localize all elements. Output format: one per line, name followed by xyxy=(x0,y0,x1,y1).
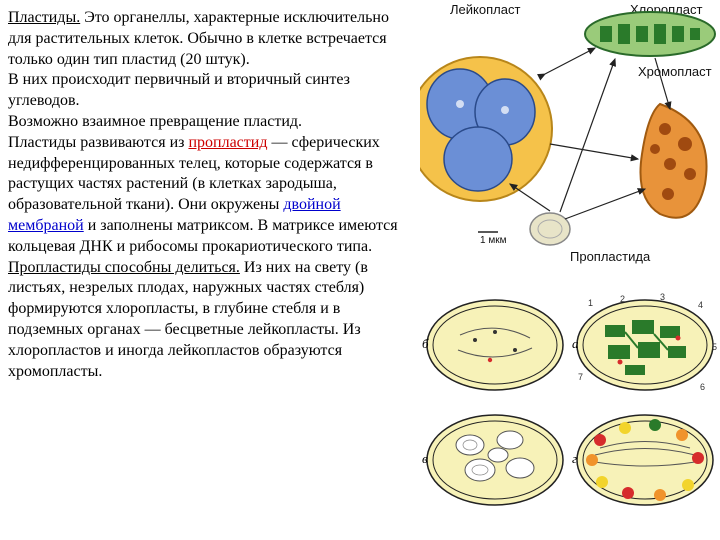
plastid-types-svg: б а xyxy=(420,290,718,535)
proplastid-shape xyxy=(530,213,570,245)
chromoplast-shape xyxy=(640,104,706,218)
svg-text:6: 6 xyxy=(700,382,705,392)
plastid-cycle-svg xyxy=(420,4,718,284)
chloroplast-shape xyxy=(585,12,715,56)
svg-text:2: 2 xyxy=(620,294,625,304)
svg-text:1: 1 xyxy=(588,298,593,308)
term-proplastid: пропластид xyxy=(188,134,267,151)
paragraph-4: Пластиды развиваются из пропластид — сфе… xyxy=(8,133,408,383)
paragraph-1: Пластиды. Это органеллы, характерные иск… xyxy=(8,8,408,70)
paragraph-2: В них происходит первичный и вторичный с… xyxy=(8,70,408,112)
term-plastids: Пластиды. xyxy=(8,9,80,26)
cell-b: б xyxy=(422,300,563,390)
cell-a: а xyxy=(572,300,713,390)
svg-text:б: б xyxy=(422,336,429,351)
svg-text:5: 5 xyxy=(712,342,717,352)
svg-text:7: 7 xyxy=(578,372,583,382)
svg-text:4: 4 xyxy=(698,300,703,310)
term-divide: Пропластиды способны делиться. xyxy=(8,259,240,276)
svg-text:г: г xyxy=(572,451,577,466)
svg-text:3: 3 xyxy=(660,292,665,302)
cell-g: г xyxy=(572,415,713,505)
leukoplast-shape xyxy=(420,57,552,201)
plastid-types-diagram: б а xyxy=(420,290,718,535)
svg-text:в: в xyxy=(422,451,428,466)
main-text: Пластиды. Это органеллы, характерные иск… xyxy=(8,8,408,382)
paragraph-3: Возможно взаимное превращение пластид. xyxy=(8,112,408,133)
svg-text:а: а xyxy=(572,336,579,351)
cell-v: в xyxy=(422,415,563,505)
plastid-cycle-diagram: Лейкопласт Хлоропласт Хромопласт Проплас… xyxy=(420,4,718,284)
